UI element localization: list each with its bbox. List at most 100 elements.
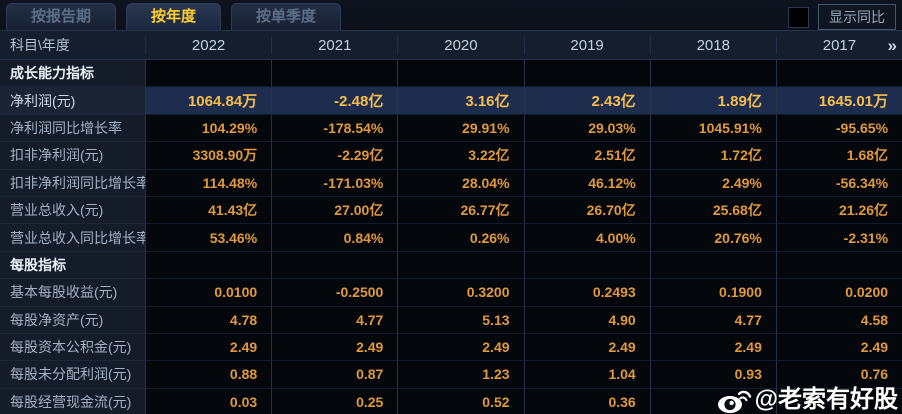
corner-header-label: 科目\年度 [10, 37, 70, 53]
cell-value: 0.36 [523, 388, 650, 414]
tab-by-year[interactable]: 按年度 [126, 3, 222, 30]
cell-value: 2.49 [523, 333, 650, 362]
cell-value: 0.26% [397, 224, 524, 252]
table-row[interactable]: 每股经营现金流(元) 0.03 0.25 0.52 0.36 [0, 388, 902, 414]
cell-value: 1.89亿 [649, 87, 776, 115]
cell-value: 1645.01万 [775, 87, 902, 115]
cell-value: -2.31% [775, 224, 902, 252]
cell-value: 27.00亿 [271, 196, 398, 225]
cell-value: 29.91% [397, 114, 524, 143]
row-label: 每股指标 [0, 251, 145, 280]
cell-value [649, 60, 776, 88]
show-yoy-label[interactable]: 显示同比 [818, 4, 896, 30]
cell-value: -2.48亿 [271, 87, 398, 115]
cell-value: 28.04% [397, 169, 524, 197]
cell-value: 29.03% [523, 114, 650, 143]
cell-value: 0.3200 [397, 279, 524, 307]
table-row[interactable]: 净利润同比增长率 104.29% -178.54% 29.91% 29.03% 1045.… [0, 114, 902, 143]
row-label: 扣非净利润同比增长率 [0, 169, 145, 197]
cell-value: 0.76 [775, 361, 902, 389]
table-row[interactable]: 净利润(元) 1064.84万 -2.48亿 3.16亿 2.43亿 1.89亿 1645.… [0, 87, 902, 115]
cell-value [397, 60, 524, 88]
tab-by-report-period[interactable]: 按报告期 [6, 3, 117, 30]
show-yoy-checkbox[interactable] [788, 6, 809, 28]
more-columns-icon[interactable]: » [887, 35, 898, 55]
cell-value [775, 388, 902, 414]
show-yoy-control: 显示同比 [788, 4, 896, 30]
year-column-header-2018[interactable]: 2018 [649, 36, 776, 54]
cell-value [271, 60, 398, 88]
cell-value: 2.49% [649, 169, 776, 197]
cell-value: 4.00% [523, 224, 650, 252]
cell-value: 4.58 [775, 306, 902, 334]
cell-value: 0.2493 [523, 279, 650, 307]
cell-value [145, 60, 272, 88]
cell-value: 46.12% [523, 169, 650, 197]
cell-value [271, 251, 398, 280]
year-column-header-2021[interactable]: 2021 [271, 36, 397, 54]
cell-value: 1.23 [397, 361, 524, 389]
table-body: 成长能力指标 净利润(元) 1064.84万 -2.48亿 3.16亿 2.43亿 1.89… [0, 60, 902, 414]
cell-value: 4.77 [271, 306, 398, 334]
row-label: 营业总收入(元) [0, 196, 145, 225]
cell-value [145, 251, 272, 280]
row-label: 每股经营现金流(元) [0, 388, 145, 414]
cell-value: 21.26亿 [775, 196, 902, 225]
year-column-header-2020[interactable]: 2020 [397, 36, 523, 54]
table-row[interactable]: 营业总收入同比增长率 53.46% 0.84% 0.26% 4.00% 20.76% -2.… [0, 224, 902, 252]
cell-value: -95.65% [775, 114, 902, 143]
cell-value: 2.49 [271, 333, 398, 362]
table-row[interactable]: 每股未分配利润(元) 0.88 0.87 1.23 1.04 0.93 0.76 [0, 361, 902, 389]
cell-value: 5.13 [397, 306, 524, 334]
cell-value: 1.68亿 [775, 142, 902, 170]
row-label: 基本每股收益(元) [0, 279, 145, 307]
cell-value: 0.25 [271, 388, 398, 414]
cell-value: 26.77亿 [397, 196, 524, 225]
table-row[interactable]: 每股指标 [0, 251, 902, 280]
cell-value: 0.84% [271, 224, 398, 252]
cell-value [523, 251, 650, 280]
cell-value [649, 251, 776, 280]
row-label: 扣非净利润(元) [0, 142, 145, 170]
year-column-header-2019[interactable]: 2019 [523, 36, 650, 54]
cell-value: 114.48% [145, 169, 272, 197]
table-row[interactable]: 每股净资产(元) 4.78 4.77 5.13 4.90 4.77 4.58 [0, 306, 902, 334]
cell-value: 2.49 [649, 333, 776, 362]
row-label: 净利润(元) [0, 87, 145, 115]
tab-by-single-quarter[interactable]: 按单季度 [231, 3, 342, 30]
year-column-header-2017[interactable]: 2017 [775, 36, 902, 54]
row-label: 营业总收入同比增长率 [0, 224, 145, 252]
table-row[interactable]: 营业总收入(元) 41.43亿 27.00亿 26.77亿 26.70亿 25.68亿 21… [0, 196, 902, 225]
cell-value: 1064.84万 [145, 87, 272, 115]
table-header-row: 科目\年度 2022 2021 2020 2019 2018 2017 » [0, 30, 902, 60]
cell-value: 3.16亿 [397, 87, 524, 115]
row-label: 成长能力指标 [0, 60, 145, 88]
cell-value: -171.03% [271, 169, 398, 197]
cell-value: 1.72亿 [649, 142, 776, 170]
row-label: 净利润同比增长率 [0, 114, 145, 143]
tab-bar: 按报告期 按年度 按单季度 显示同比 [0, 0, 902, 30]
cell-value [397, 251, 524, 280]
table-row[interactable]: 基本每股收益(元) 0.0100 -0.2500 0.3200 0.2493 0.1900… [0, 279, 902, 307]
cell-value: 2.43亿 [523, 87, 650, 115]
table-row[interactable]: 扣非净利润(元) 3308.90万 -2.29亿 3.22亿 2.51亿 1.72亿 1.6… [0, 142, 902, 170]
table-row[interactable]: 扣非净利润同比增长率 114.48% -171.03% 28.04% 46.12% 2.4… [0, 169, 902, 197]
table-row[interactable]: 每股资本公积金(元) 2.49 2.49 2.49 2.49 2.49 2.49 [0, 333, 902, 362]
table-row[interactable]: 成长能力指标 [0, 60, 902, 88]
cell-value: -56.34% [775, 169, 902, 197]
cell-value: 53.46% [145, 224, 272, 252]
year-column-header-2022[interactable]: 2022 [145, 36, 271, 54]
cell-value: 0.03 [145, 388, 272, 414]
cell-value [775, 251, 902, 280]
cell-value: 1045.91% [649, 114, 776, 143]
cell-value [649, 388, 776, 414]
cell-value: 4.78 [145, 306, 272, 334]
cell-value [775, 60, 902, 88]
cell-value: 2.51亿 [523, 142, 650, 170]
cell-value: 41.43亿 [145, 196, 272, 225]
cell-value: 0.0100 [145, 279, 272, 307]
cell-value: 0.93 [649, 361, 776, 389]
cell-value: 0.52 [397, 388, 524, 414]
cell-value: 20.76% [649, 224, 776, 252]
row-label: 每股净资产(元) [0, 306, 145, 334]
